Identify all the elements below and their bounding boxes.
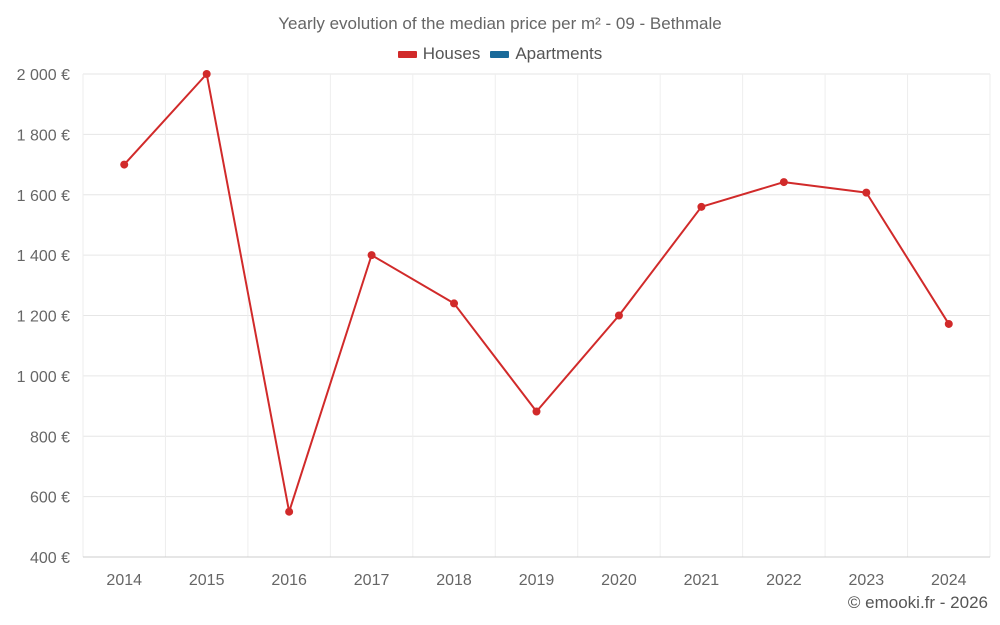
y-tick-label: 1 600 € <box>17 188 70 205</box>
data-point-houses-2022[interactable] <box>779 178 788 187</box>
y-tick-label: 1 400 € <box>17 248 70 265</box>
x-tick-label: 2017 <box>354 572 390 589</box>
legend-swatch-houses <box>397 50 417 58</box>
data-point-houses-2016[interactable] <box>285 507 294 516</box>
x-tick-label: 2016 <box>271 572 307 589</box>
y-tick-label: 1 800 € <box>17 127 70 144</box>
x-tick-label: 2022 <box>766 572 802 589</box>
data-point-houses-2021[interactable] <box>697 202 706 211</box>
y-tick-label: 1 200 € <box>17 309 70 326</box>
x-tick-label: 2021 <box>684 572 720 589</box>
x-tick-label: 2018 <box>436 572 472 589</box>
data-point-houses-2015[interactable] <box>202 70 211 78</box>
x-tick-label: 2024 <box>931 572 967 589</box>
x-tick-label: 2019 <box>519 572 555 589</box>
legend: Houses Apartments <box>0 44 1000 64</box>
legend-item-houses[interactable]: Houses <box>397 44 481 64</box>
data-point-houses-2023[interactable] <box>862 188 871 197</box>
y-tick-label: 2 000 € <box>17 67 70 84</box>
credits[interactable]: © emooki.fr - 2026 <box>847 593 988 612</box>
y-tick-label: 600 € <box>30 490 70 507</box>
legend-item-apartments[interactable]: Apartments <box>490 44 602 64</box>
y-tick-label: 400 € <box>30 550 70 567</box>
data-point-houses-2018[interactable] <box>450 299 459 308</box>
x-tick-label: 2014 <box>106 572 142 589</box>
chart-title: Yearly evolution of the median price per… <box>278 14 722 33</box>
x-tick-label: 2015 <box>189 572 225 589</box>
data-point-houses-2014[interactable] <box>120 160 129 169</box>
y-tick-label: 800 € <box>30 429 70 446</box>
data-point-houses-2020[interactable] <box>614 311 623 320</box>
x-tick-label: 2023 <box>849 572 885 589</box>
data-point-houses-2017[interactable] <box>367 251 376 260</box>
legend-swatch-apartments <box>490 50 510 58</box>
legend-label-houses: Houses <box>422 44 481 63</box>
y-tick-label: 1 000 € <box>17 369 70 386</box>
x-tick-label: 2020 <box>601 572 637 589</box>
legend-label-apartments: Apartments <box>515 44 603 63</box>
data-point-houses-2019[interactable] <box>532 407 541 416</box>
data-point-houses-2024[interactable] <box>944 319 953 328</box>
